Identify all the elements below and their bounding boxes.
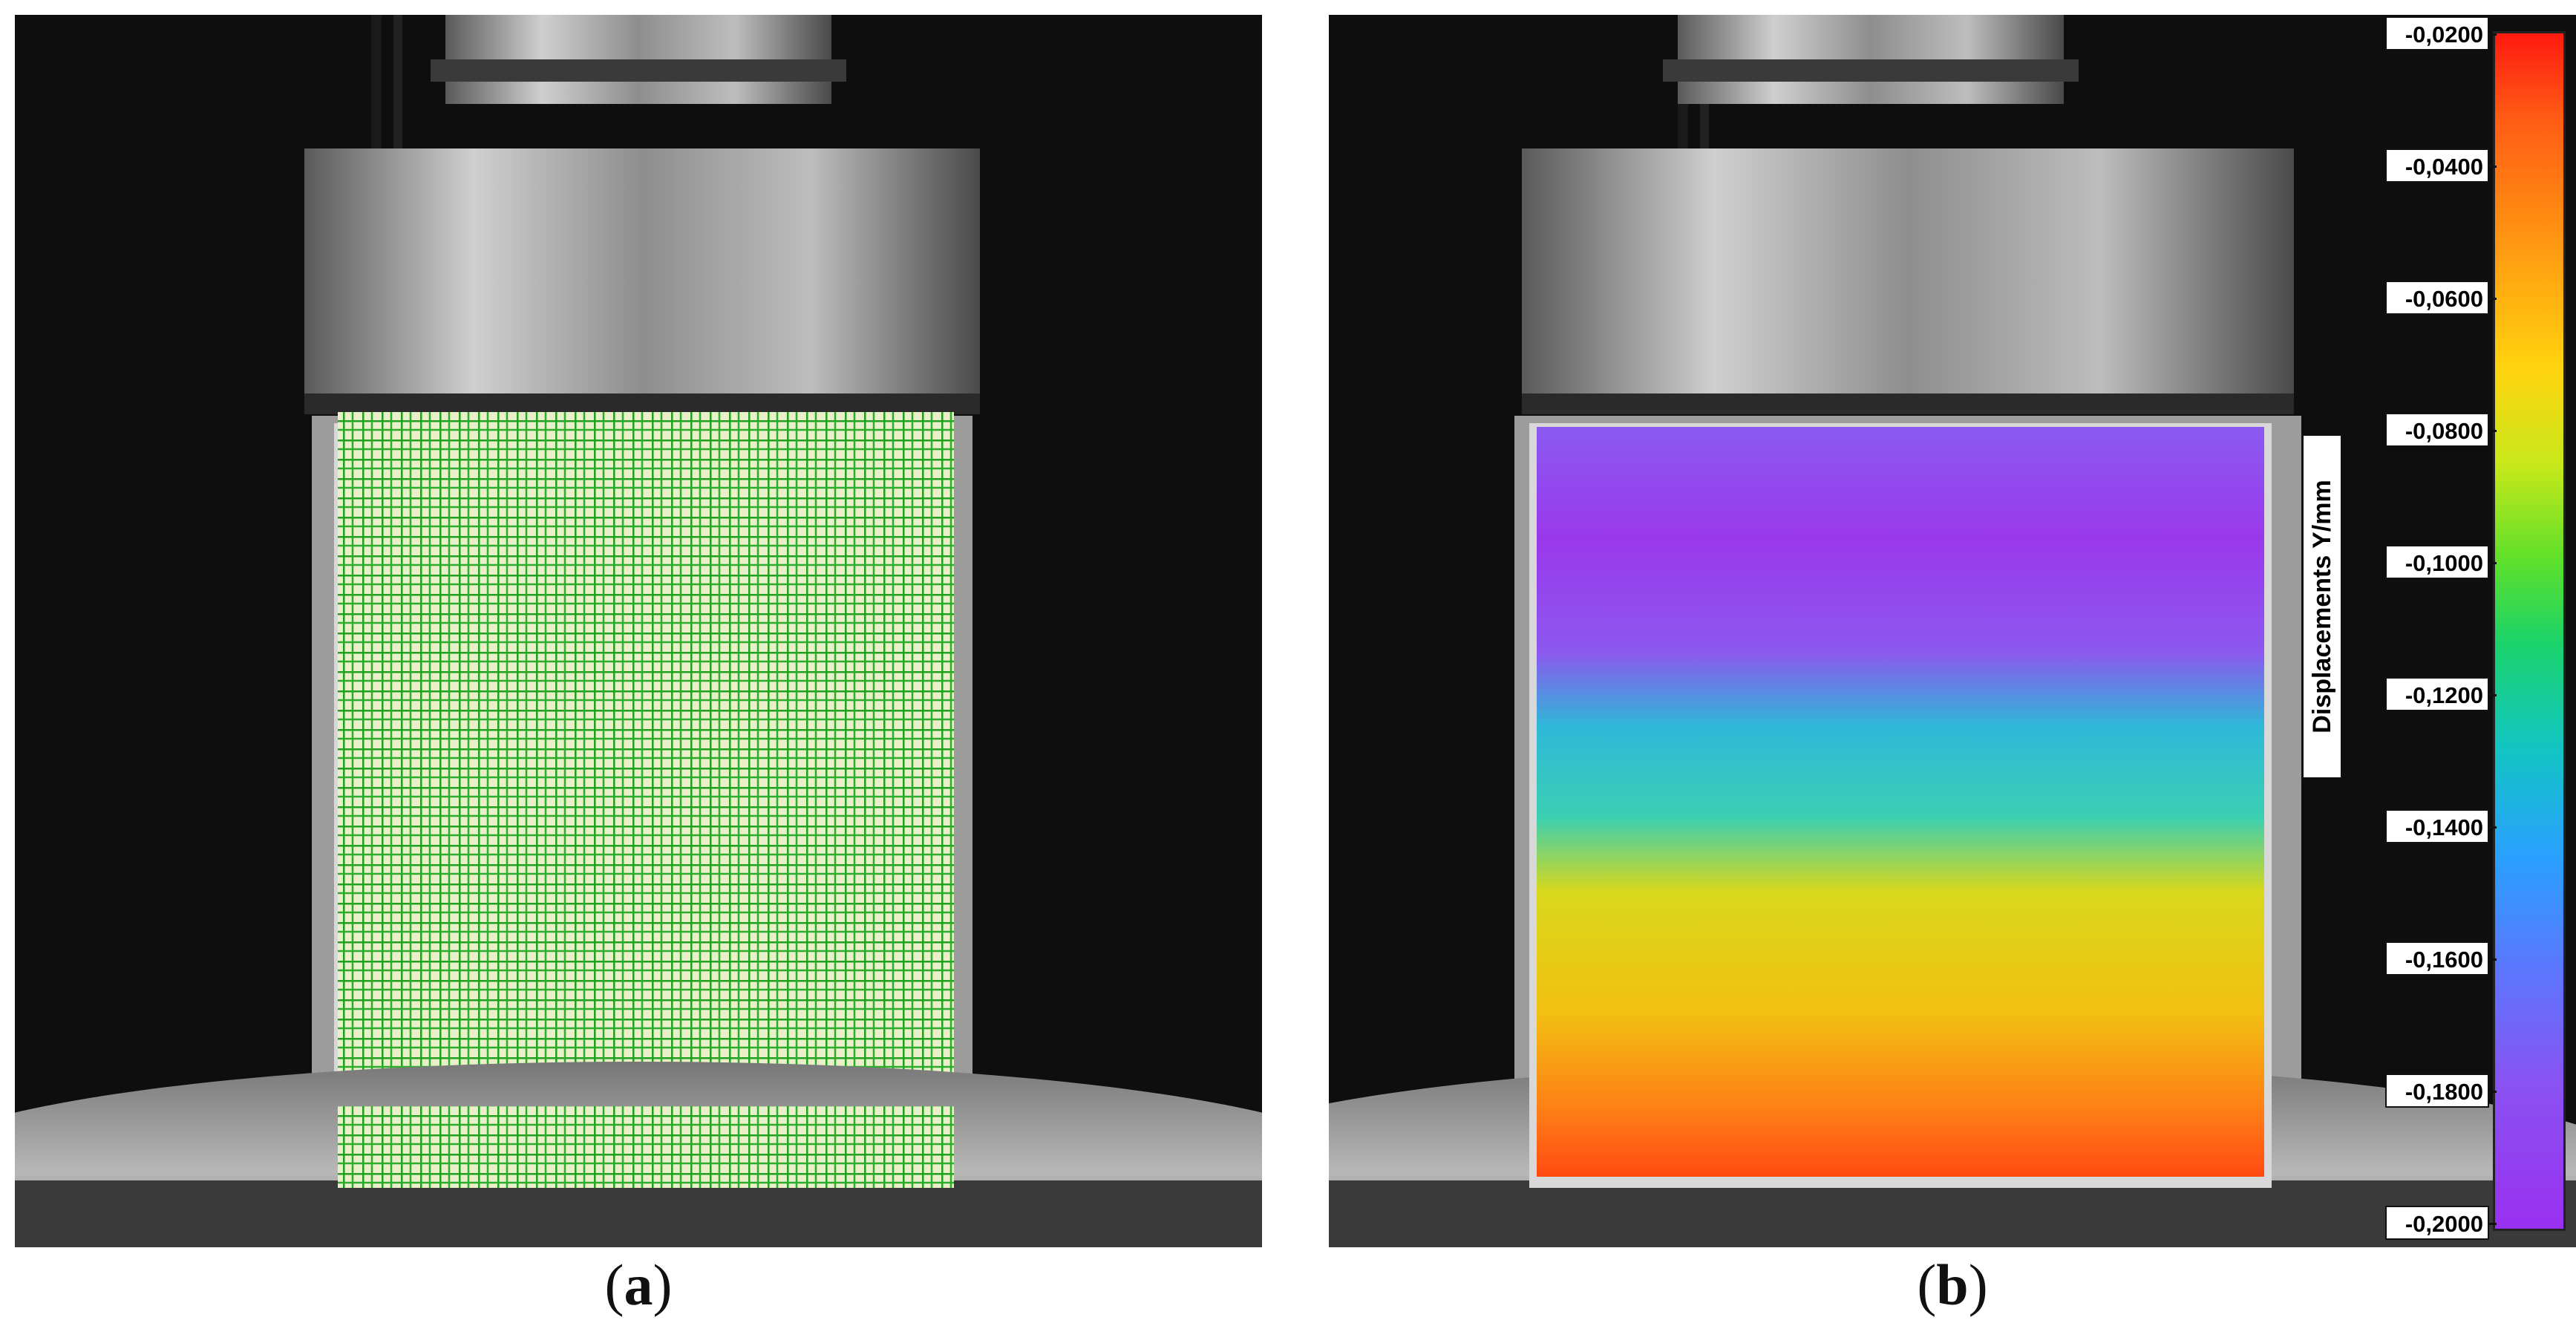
colorbar-tick: -0,0200: [2385, 16, 2497, 50]
photo-panel-b: [1329, 15, 2576, 1247]
colorbar-tick: -0,2000: [2385, 1206, 2497, 1240]
colorbar-tick: -0,0400: [2385, 148, 2497, 183]
colorbar-tick: -0,1000: [2385, 545, 2497, 579]
specimen-displacement-image: [1329, 15, 2576, 1247]
colorbar-label: Displacements Y/mm: [2302, 434, 2342, 779]
colorbar-tick: -0,1800: [2385, 1074, 2497, 1108]
colorbar-tick: -0,1400: [2385, 809, 2497, 843]
colorbar: [2493, 31, 2566, 1231]
specimen-grid-image: [15, 15, 1262, 1247]
colorbar-tick: -0,1200: [2385, 677, 2497, 711]
colorbar-tick: -0,1600: [2385, 941, 2497, 976]
colorbar-tick: -0,0600: [2385, 281, 2497, 315]
photo-panel-a: [15, 15, 1262, 1247]
colorbar-tick: -0,0800: [2385, 413, 2497, 447]
caption-a: (a): [604, 1252, 673, 1317]
caption-b: (b): [1917, 1252, 1988, 1317]
